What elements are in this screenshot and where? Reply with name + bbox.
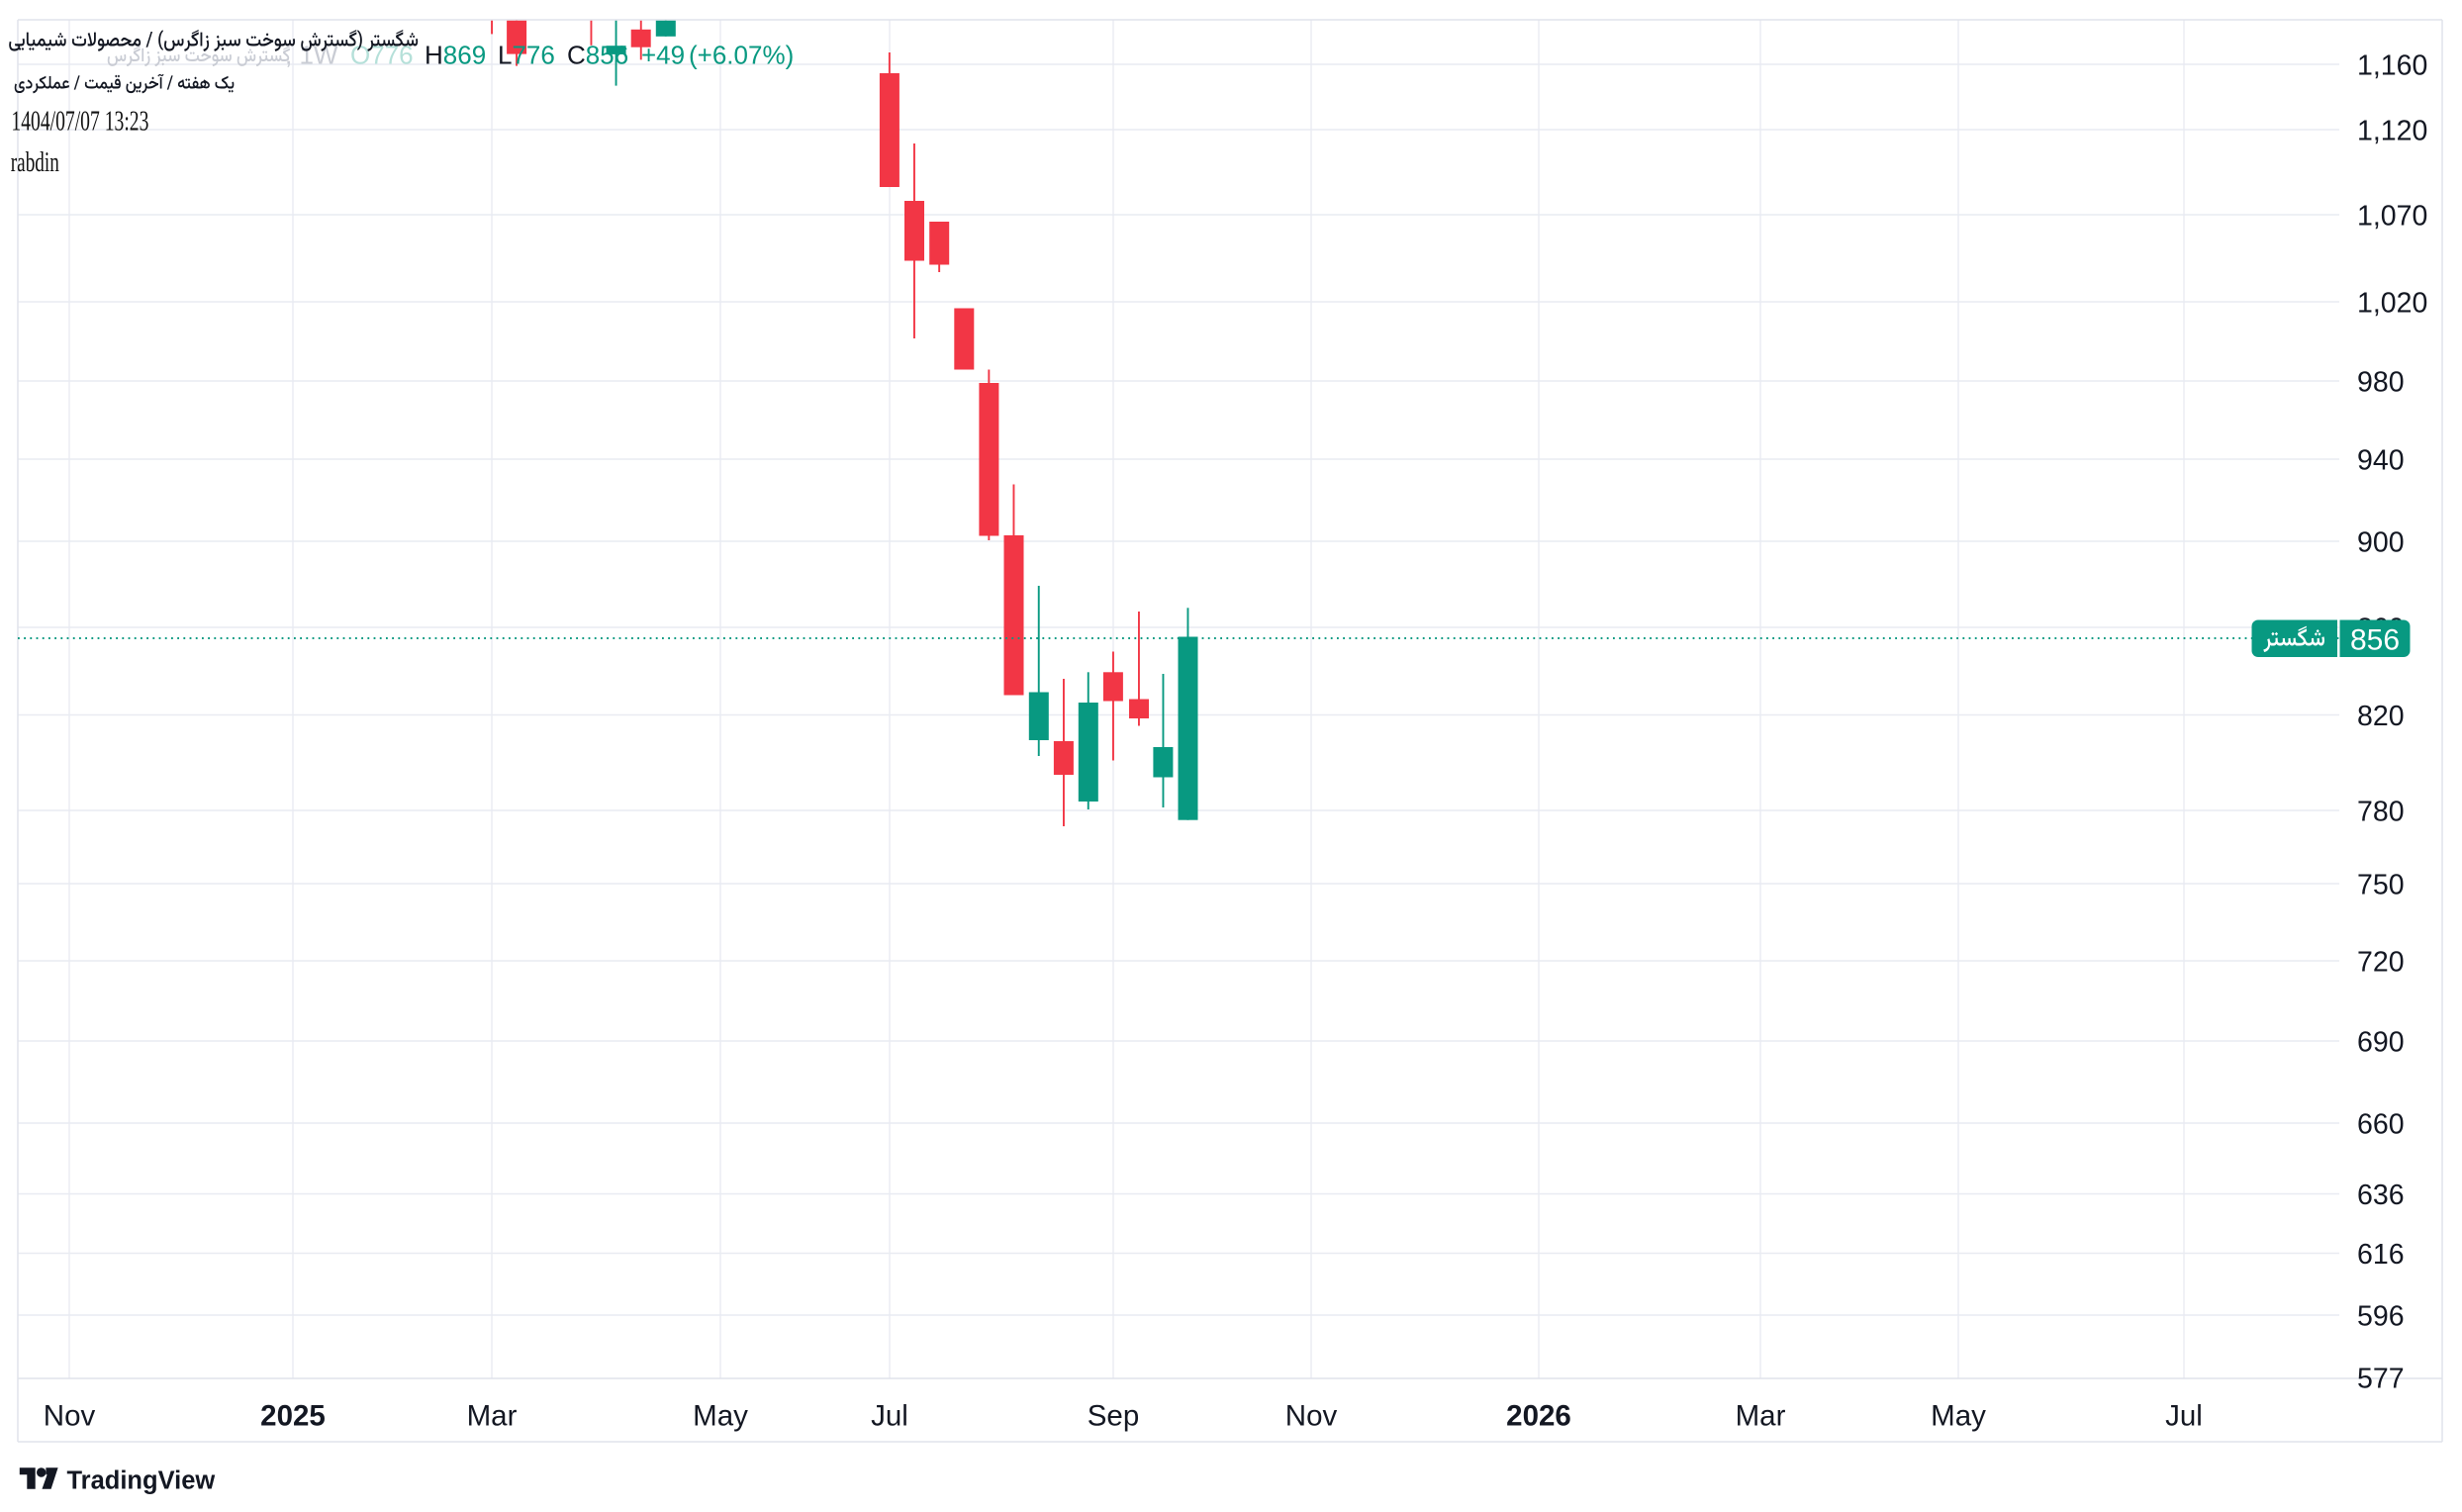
svg-text:720: 720 xyxy=(2357,947,2405,979)
svg-text:+49: +49 xyxy=(641,41,685,70)
svg-text:Mar: Mar xyxy=(1736,1400,1786,1433)
svg-text:Nov: Nov xyxy=(44,1400,96,1433)
svg-text:2025: 2025 xyxy=(260,1400,326,1433)
svg-text:1404/07/07 13:23: 1404/07/07 13:23 xyxy=(11,107,148,138)
svg-text:TradingView: TradingView xyxy=(67,1467,216,1495)
svg-text:May: May xyxy=(1931,1400,1986,1433)
svg-text:1,160: 1,160 xyxy=(2357,50,2427,82)
svg-text:820: 820 xyxy=(2357,701,2405,732)
svg-text:636: 636 xyxy=(2357,1180,2405,1211)
svg-text:H869: H869 xyxy=(425,41,486,70)
svg-text:660: 660 xyxy=(2357,1109,2405,1141)
svg-text:900: 900 xyxy=(2357,527,2405,559)
svg-text:May: May xyxy=(693,1400,748,1433)
svg-text:Sep: Sep xyxy=(1088,1400,1140,1433)
svg-text:Jul: Jul xyxy=(871,1400,908,1433)
svg-text:856: 856 xyxy=(2350,624,2400,657)
svg-text:(+6.07%): (+6.07%) xyxy=(689,41,794,70)
svg-text:616: 616 xyxy=(2357,1239,2405,1271)
svg-text:Nov: Nov xyxy=(1285,1400,1338,1433)
svg-text:1,020: 1,020 xyxy=(2357,288,2427,320)
svg-text:Mar: Mar xyxy=(467,1400,518,1433)
svg-text:940: 940 xyxy=(2357,445,2405,477)
svg-text:780: 780 xyxy=(2357,797,2405,828)
svg-text:577: 577 xyxy=(2357,1364,2405,1395)
svg-text:Jul: Jul xyxy=(2165,1400,2203,1433)
svg-text:L776: L776 xyxy=(498,41,555,70)
svg-text:C856: C856 xyxy=(567,41,628,70)
svg-text:596: 596 xyxy=(2357,1301,2405,1333)
svg-text:690: 690 xyxy=(2357,1027,2405,1059)
svg-text:1,070: 1,070 xyxy=(2357,201,2427,233)
svg-text:750: 750 xyxy=(2357,870,2405,901)
svg-text:1,120: 1,120 xyxy=(2357,116,2427,147)
svg-text:2026: 2026 xyxy=(1506,1400,1571,1433)
svg-text:980: 980 xyxy=(2357,367,2405,399)
svg-text:rabdin: rabdin xyxy=(11,147,59,178)
